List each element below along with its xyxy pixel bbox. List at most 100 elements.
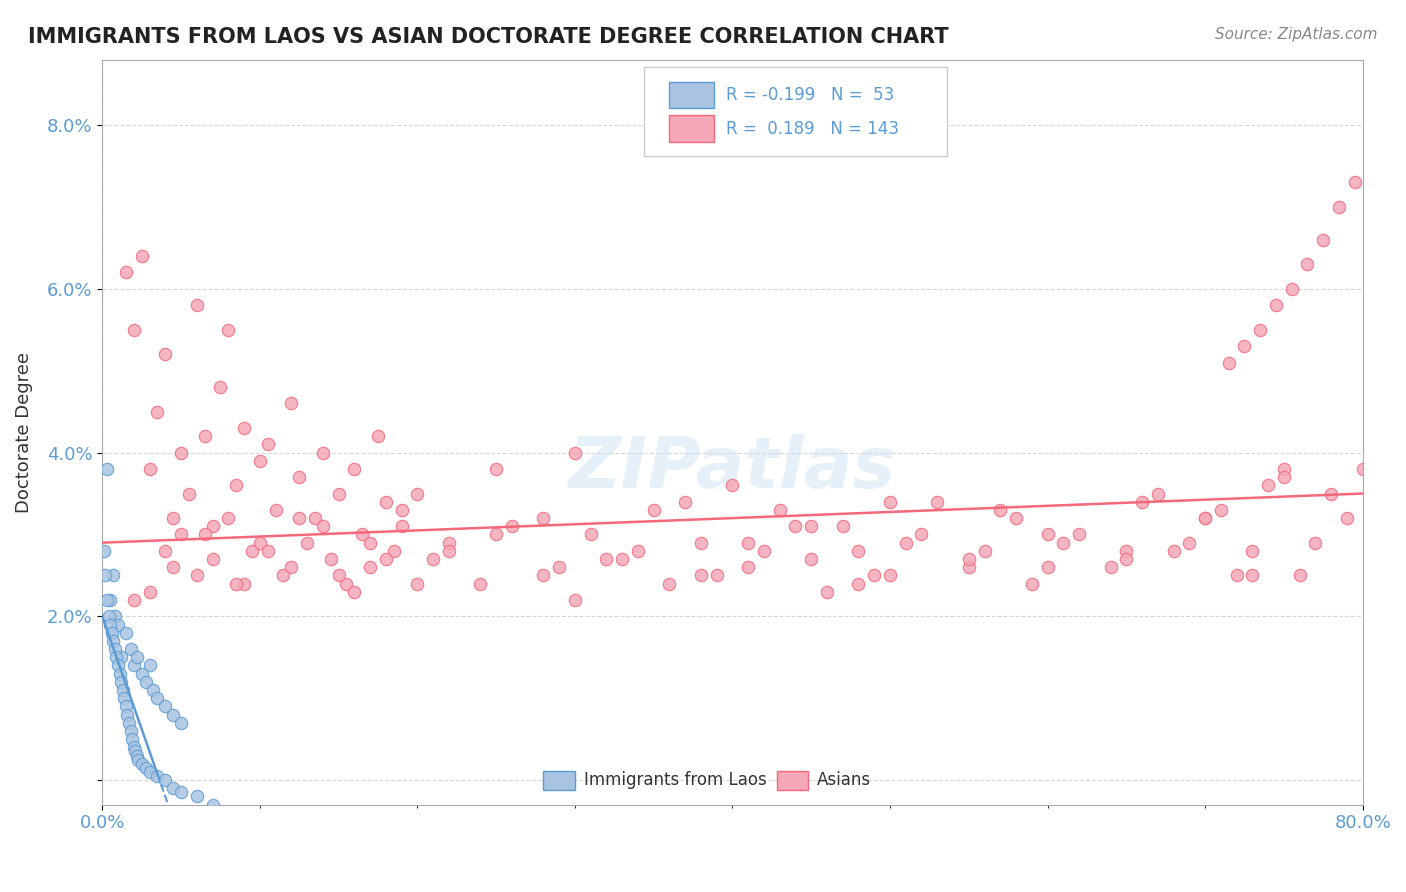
Point xyxy=(343,584,366,599)
Point xyxy=(1296,257,1319,271)
Point xyxy=(658,576,681,591)
FancyBboxPatch shape xyxy=(543,772,575,789)
Point xyxy=(115,265,138,279)
Point xyxy=(406,486,429,500)
Text: Immigrants from Laos: Immigrants from Laos xyxy=(583,771,766,789)
Point xyxy=(233,576,256,591)
Point xyxy=(233,421,256,435)
Point xyxy=(957,552,980,566)
Point xyxy=(437,535,460,549)
Point xyxy=(120,642,142,657)
Point xyxy=(335,576,357,591)
Point xyxy=(1233,339,1256,353)
Point xyxy=(1327,200,1350,214)
Point xyxy=(264,503,287,517)
Point xyxy=(201,519,224,533)
Point xyxy=(138,462,160,476)
Point xyxy=(100,625,122,640)
Point xyxy=(328,568,350,582)
Point xyxy=(1146,486,1168,500)
Point xyxy=(1163,544,1185,558)
Point xyxy=(359,535,381,549)
Point xyxy=(122,740,145,755)
Point xyxy=(122,593,145,607)
Text: R = -0.199   N =  53: R = -0.199 N = 53 xyxy=(725,87,894,104)
Point xyxy=(374,494,396,508)
Point xyxy=(1194,511,1216,525)
Point xyxy=(155,347,177,361)
Point xyxy=(391,503,413,517)
Point xyxy=(737,535,759,549)
Point xyxy=(312,445,335,459)
Point xyxy=(256,437,278,451)
Point xyxy=(124,744,146,758)
Point xyxy=(94,568,117,582)
Point xyxy=(1067,527,1090,541)
Point xyxy=(107,617,129,632)
Point xyxy=(146,405,169,419)
Point xyxy=(1052,535,1074,549)
Point xyxy=(131,249,153,263)
Point xyxy=(127,753,149,767)
Point xyxy=(1194,511,1216,525)
Point xyxy=(288,470,311,484)
Point xyxy=(186,298,208,312)
Point xyxy=(135,761,157,775)
Point xyxy=(690,568,713,582)
FancyBboxPatch shape xyxy=(776,772,808,789)
Point xyxy=(785,519,807,533)
Point xyxy=(1021,576,1043,591)
Point xyxy=(170,445,193,459)
Text: Asians: Asians xyxy=(817,771,870,789)
Point xyxy=(1036,527,1059,541)
Point xyxy=(1312,233,1334,247)
Point xyxy=(737,560,759,574)
Point xyxy=(706,568,728,582)
Point xyxy=(103,634,125,648)
Point xyxy=(288,511,311,525)
Text: Source: ZipAtlas.com: Source: ZipAtlas.com xyxy=(1215,27,1378,42)
Point xyxy=(138,584,160,599)
Point xyxy=(531,511,554,525)
Point xyxy=(100,625,122,640)
Point xyxy=(225,576,247,591)
Point xyxy=(117,707,139,722)
Point xyxy=(103,568,125,582)
Point xyxy=(1288,568,1310,582)
Point xyxy=(104,642,127,657)
Point xyxy=(170,715,193,730)
Point xyxy=(579,527,602,541)
Point xyxy=(217,805,239,820)
Point xyxy=(201,797,224,812)
Point xyxy=(142,683,165,698)
Point xyxy=(249,454,271,468)
Point xyxy=(138,764,160,779)
Point xyxy=(1036,560,1059,574)
Point xyxy=(273,568,295,582)
Point xyxy=(595,552,617,566)
Point xyxy=(240,544,263,558)
Point xyxy=(927,494,949,508)
Point xyxy=(1115,552,1137,566)
Text: ZIPatlas: ZIPatlas xyxy=(569,434,896,503)
Point xyxy=(1257,478,1279,492)
Point xyxy=(752,544,775,558)
Point xyxy=(1218,355,1240,369)
FancyBboxPatch shape xyxy=(669,82,713,108)
Point xyxy=(910,527,932,541)
Point xyxy=(1005,511,1028,525)
Point xyxy=(485,462,508,476)
Point xyxy=(170,527,193,541)
Point xyxy=(162,781,184,796)
Point xyxy=(120,723,142,738)
Point xyxy=(115,699,138,714)
Point xyxy=(194,527,217,541)
Point xyxy=(155,773,177,788)
Point xyxy=(125,650,148,665)
Point xyxy=(177,486,200,500)
Point xyxy=(352,527,374,541)
Point xyxy=(107,658,129,673)
Point xyxy=(217,323,239,337)
Point xyxy=(1305,535,1327,549)
FancyBboxPatch shape xyxy=(669,115,713,142)
